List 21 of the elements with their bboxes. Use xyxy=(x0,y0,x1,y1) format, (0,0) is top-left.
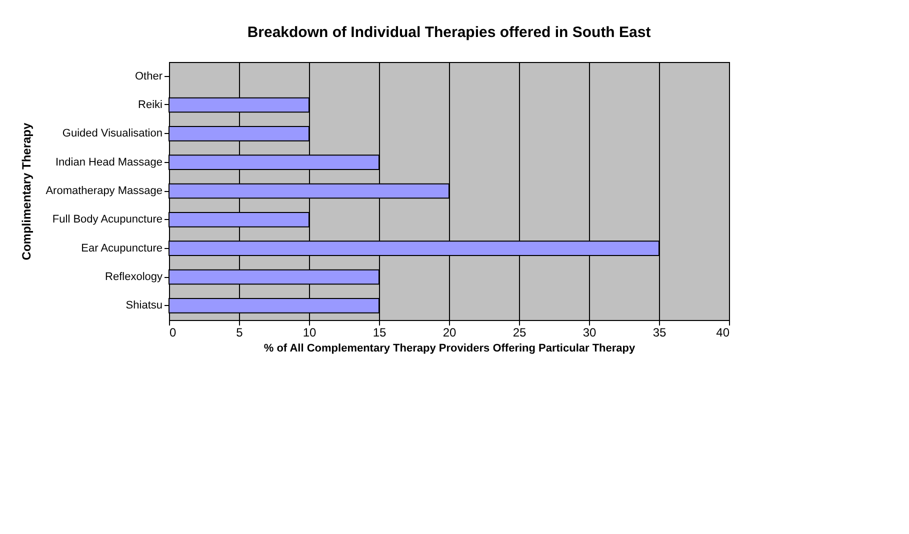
y-tick-label: Other xyxy=(134,70,163,82)
y-tick-label: Aromatherapy Massage xyxy=(46,185,162,197)
y-tick-label: Ear Acupuncture xyxy=(81,242,162,254)
x-tick-label: 20 xyxy=(442,326,456,340)
x-tick-label: 40 xyxy=(716,326,730,340)
x-tick-label: 5 xyxy=(236,326,244,340)
x-tick-label: 0 xyxy=(170,326,176,340)
chart-title: Breakdown of Individual Therapies offered in South East xyxy=(247,24,651,41)
y-tick-label: Guided Visualisation xyxy=(62,128,162,140)
x-tick-label: 15 xyxy=(372,326,386,340)
y-tick-label: Reiki xyxy=(138,99,162,111)
y-tick-label: Reflexology xyxy=(105,271,163,283)
x-tick-label: 35 xyxy=(652,326,666,340)
x-tick-label: 25 xyxy=(512,326,526,340)
y-tick-label: Indian Head Massage xyxy=(55,156,162,168)
y-tick-label: Full Body Acupuncture xyxy=(52,214,162,226)
x-axis-title: % of All Complementary Therapy Providers Offering Particular Therapy xyxy=(264,342,636,354)
y-axis-title: Complimentary Therapy xyxy=(20,122,34,260)
x-tick-label: 10 xyxy=(302,326,316,340)
y-tick-label: Shiatsu xyxy=(126,300,162,312)
x-tick-label: 30 xyxy=(582,326,596,340)
